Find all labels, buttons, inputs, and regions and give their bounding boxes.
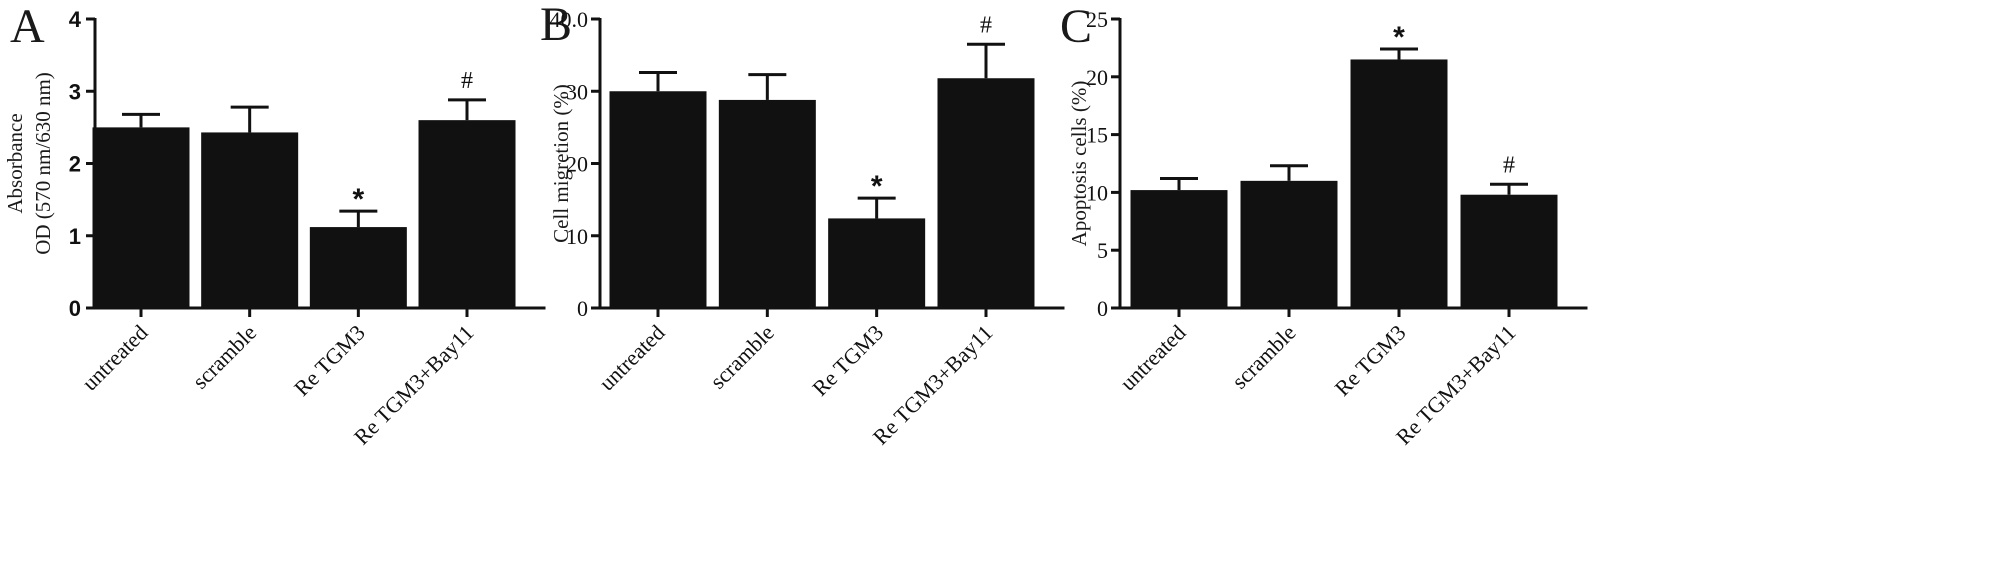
y-tick-label: 2 bbox=[69, 152, 81, 177]
y-tick-label: 0 bbox=[1097, 296, 1108, 321]
bar-scramble bbox=[1240, 180, 1338, 308]
panel-C: C Apoptosis cells (%) 0 5 10 15 20 25 untreated s… bbox=[1060, 0, 1588, 450]
y-tick-label: 15 bbox=[1086, 123, 1108, 148]
y-tick-label: 10 bbox=[566, 224, 588, 249]
y-tick-label: 20 bbox=[566, 152, 588, 177]
y-tick-label: 25 bbox=[1086, 7, 1108, 32]
x-tick-label: untreated bbox=[1115, 320, 1191, 396]
x-tick-label: untreated bbox=[77, 320, 153, 396]
significance-hash: # bbox=[980, 12, 992, 38]
y-tick-label: 20 bbox=[1086, 65, 1108, 90]
y-tick-label: 5 bbox=[1097, 238, 1108, 263]
x-tick-label: scramble bbox=[187, 320, 261, 394]
x-tick-label: untreated bbox=[594, 320, 670, 396]
x-tick-label: Re TGM3+Bay11 bbox=[1391, 320, 1521, 450]
y-tick-label: 0 bbox=[69, 296, 81, 321]
bar-untreated bbox=[1130, 190, 1228, 308]
panel-letter: A bbox=[10, 0, 45, 53]
panel-B: B Cell migretion (%) 0 10 20 30 40.0 untreated s… bbox=[540, 0, 1065, 450]
bar-re-tgm3-bay11 bbox=[1460, 194, 1558, 308]
x-tick-label: Re TGM3+Bay11 bbox=[349, 320, 479, 450]
y-axis-label: Apoptosis cells (%) bbox=[1067, 81, 1091, 247]
y-tick-label: 1 bbox=[69, 224, 81, 249]
x-tick-label: Re TGM3 bbox=[807, 320, 888, 401]
y-tick-label: 3 bbox=[69, 79, 81, 104]
bar-scramble bbox=[201, 132, 299, 308]
y-tick-label: 40.0 bbox=[550, 7, 589, 32]
bar-re-tgm3-bay11 bbox=[937, 78, 1035, 309]
x-tick-label: Re TGM3 bbox=[1330, 320, 1411, 401]
y-tick-label: 30 bbox=[566, 79, 588, 104]
y-tick-label: 4 bbox=[69, 7, 82, 32]
bar-re-tgm3 bbox=[309, 227, 407, 308]
significance-asterisk: * bbox=[352, 183, 364, 216]
y-axis-label: OD (570 nm/630 nm) bbox=[31, 72, 55, 255]
significance-asterisk: * bbox=[1393, 21, 1405, 54]
significance-hash: # bbox=[1503, 152, 1515, 178]
bar-scramble bbox=[718, 99, 816, 308]
significance-hash: # bbox=[461, 68, 473, 94]
x-tick-label: Re TGM3+Bay11 bbox=[868, 320, 998, 450]
y-axis-label: Cell migretion (%) bbox=[549, 84, 573, 243]
bar-re-tgm3-bay11 bbox=[418, 120, 516, 309]
panel-A: A Absorbance OD (570 nm/630 nm) 0 1 2 3 4 untrea… bbox=[3, 0, 546, 450]
x-tick-label: scramble bbox=[705, 320, 779, 394]
bar-re-tgm3 bbox=[828, 218, 926, 308]
significance-asterisk: * bbox=[871, 170, 883, 203]
y-tick-label: 0 bbox=[577, 296, 588, 321]
panel-letter: C bbox=[1060, 0, 1092, 53]
panel-letter: B bbox=[540, 0, 572, 51]
bar-untreated bbox=[609, 91, 707, 308]
y-axis-label: Absorbance bbox=[3, 113, 27, 213]
x-tick-label: scramble bbox=[1227, 320, 1301, 394]
bar-untreated bbox=[92, 127, 190, 308]
y-tick-label: 10 bbox=[1086, 180, 1108, 205]
bar-re-tgm3 bbox=[1350, 59, 1448, 309]
x-tick-label: Re TGM3 bbox=[289, 320, 370, 401]
